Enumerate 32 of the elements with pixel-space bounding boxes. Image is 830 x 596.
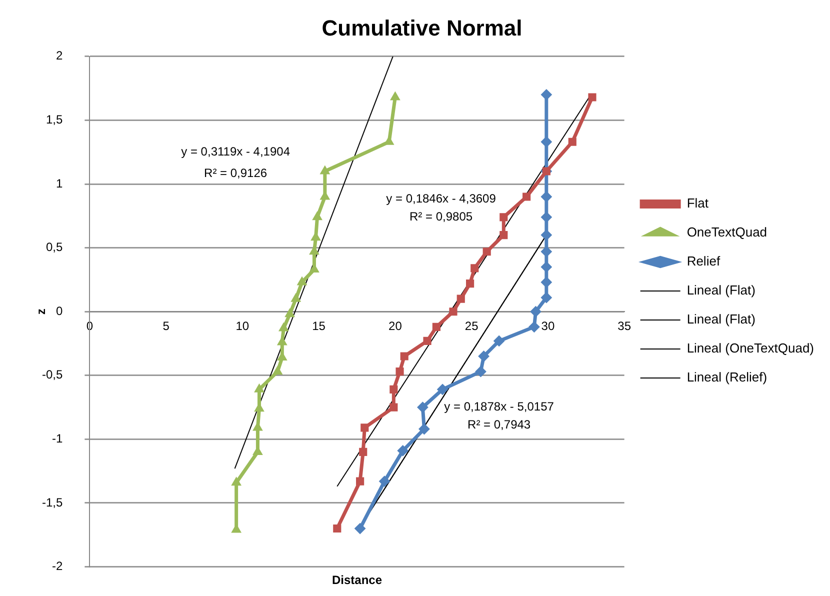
annotation: R² = 0,9126	[204, 166, 268, 180]
x-tick-label: 25	[464, 319, 479, 334]
legend-label: Relief	[686, 254, 720, 269]
x-tick-label: 20	[388, 319, 402, 334]
y-tick-label: 2	[56, 48, 63, 63]
annotation: y = 0,1878x - 5,0157	[444, 400, 554, 414]
y-tick-label: -2	[52, 559, 63, 574]
y-axis-title: z	[34, 308, 48, 315]
legend-label: Lineal (Flat)	[686, 312, 756, 327]
annotation: y = 0,1846x - 4,3609	[386, 192, 496, 206]
legend-label: Flat	[686, 196, 709, 211]
y-tick-label: 1,5	[46, 112, 63, 127]
x-tick-label: 15	[312, 319, 326, 334]
legend-label: Lineal (Flat)	[686, 282, 756, 298]
y-tick-label: -0,5	[42, 368, 63, 382]
x-tick-label: 35	[618, 319, 632, 334]
chart-title: Cumulative Normal	[322, 15, 522, 40]
x-tick-label: 10	[236, 319, 250, 334]
x-tick-label: 30	[541, 319, 555, 334]
y-tick-label: 0	[56, 304, 63, 318]
legend-label: Lineal (Relief)	[686, 370, 768, 385]
annotation: R² = 0,9805	[409, 209, 473, 224]
legend-label: Lineal (OneTextQuad)	[686, 340, 814, 356]
annotation: R² = 0,7943	[468, 417, 531, 432]
x-axis-title: Distance	[332, 573, 382, 588]
y-tick-label: 0,5	[46, 240, 63, 254]
annotation: y = 0,3119x - 4,1904	[181, 144, 290, 158]
y-tick-label: 1	[56, 176, 63, 190]
legend-label: OneTextQuad	[686, 224, 768, 240]
x-tick-label: 5	[162, 319, 170, 334]
y-tick-label: -1	[52, 432, 63, 446]
y-tick-label: -1,5	[42, 495, 63, 510]
